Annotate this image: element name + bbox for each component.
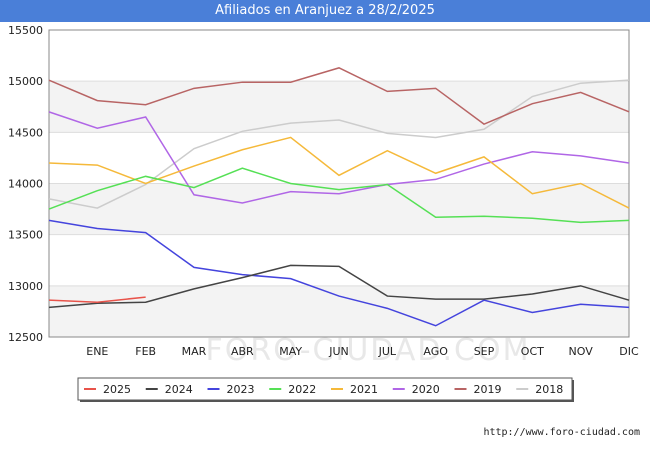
y-tick-label: 13500: [8, 229, 43, 242]
source-url: http://www.foro-ciudad.com: [483, 427, 640, 438]
x-tick-label: MAR: [182, 345, 207, 358]
series-line-2021: [48, 136, 630, 209]
legend-label-2022: 2022: [288, 383, 316, 396]
y-tick-label: 14500: [8, 126, 43, 139]
series-line-2025: [48, 296, 146, 303]
y-tick-label: 15000: [8, 75, 43, 88]
x-tick-label: SEP: [474, 345, 495, 358]
series-line-2023: [48, 219, 630, 327]
y-tick-label: 12500: [8, 331, 43, 344]
x-tick-label: AGO: [423, 345, 448, 358]
series-line-2024: [48, 264, 630, 309]
watermark: FORO-CIUDAD.COM: [206, 333, 531, 368]
series-line-2018: [48, 79, 630, 209]
legend-label-2020: 2020: [412, 383, 440, 396]
x-tick-label: ENE: [86, 345, 108, 358]
x-tick-label: OCT: [521, 345, 544, 358]
series-line-2020: [48, 111, 630, 204]
x-tick-label: JUN: [328, 345, 349, 358]
x-axis-ticks: ENE FEB MAR ABR MAY JUN JUL AGO SEP OCT NOV DIC: [86, 345, 639, 358]
legend-label-2021: 2021: [350, 383, 378, 396]
legend-label-2024: 2024: [165, 383, 193, 396]
x-tick-label: MAY: [279, 345, 302, 358]
y-tick-label: 13000: [8, 280, 43, 293]
line-chart: FORO-CIUDAD.COM 12500 13000 13500 14000 1450…: [8, 24, 639, 402]
series-lines: [48, 67, 630, 327]
legend-box: [77, 377, 573, 401]
background-band: [49, 183, 629, 235]
legend: 2025 2024 2023 2022 2021 2020 2019 2018: [77, 377, 574, 402]
y-tick-label: 15500: [8, 24, 43, 37]
y-tick-label: 14000: [8, 178, 43, 191]
y-axis-ticks: 12500 13000 13500 14000 14500 15000 15500: [8, 24, 43, 344]
x-tick-label: JUL: [378, 345, 397, 358]
legend-label-2018: 2018: [535, 383, 563, 396]
background-band: [49, 81, 629, 133]
series-line-2022: [48, 167, 630, 224]
chart-title: Afiliados en Aranjuez a 28/2/2025: [0, 0, 650, 22]
x-tick-label: DIC: [619, 345, 639, 358]
x-tick-label: FEB: [135, 345, 156, 358]
legend-label-2019: 2019: [474, 383, 502, 396]
legend-label-2025: 2025: [103, 383, 131, 396]
plot-frame: [48, 29, 630, 338]
legend-label-2023: 2023: [227, 383, 255, 396]
series-line-2019: [48, 67, 630, 126]
x-tick-label: NOV: [569, 345, 594, 358]
x-tick-label: ABR: [231, 345, 254, 358]
